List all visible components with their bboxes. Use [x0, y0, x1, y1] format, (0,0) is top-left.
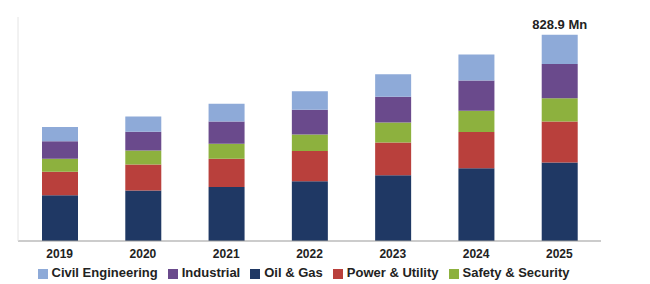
html-text:Industrial: Industrial: [181, 265, 241, 280]
svg-text:2020: 2020: [130, 247, 157, 261]
html-text:Civil Engineering: Civil Engineering: [51, 265, 158, 280]
svg-text:828.9 Mn: 828.9 Mn: [532, 17, 587, 32]
svg-text:2022: 2022: [296, 247, 323, 261]
html-text:Oil & Gas: Oil & Gas: [264, 265, 323, 280]
svg-text:2019: 2019: [46, 247, 73, 261]
svg-text:2021: 2021: [213, 247, 240, 261]
svg-text:2023: 2023: [379, 247, 406, 261]
svg-text:2024: 2024: [463, 247, 490, 261]
html-text:Safety & Security: Safety & Security: [462, 265, 570, 280]
svg-text:2025: 2025: [546, 247, 573, 261]
html-text:Power & Utility: Power & Utility: [346, 265, 439, 280]
